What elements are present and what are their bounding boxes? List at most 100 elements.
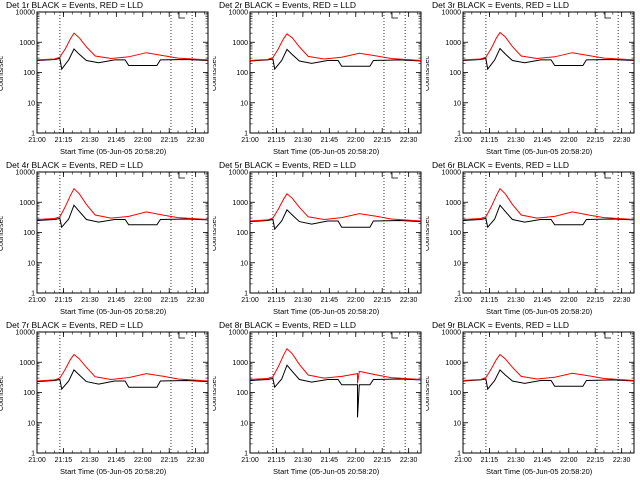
x-tick-label: 21:45 bbox=[534, 297, 552, 304]
panel-title: Det 2r BLACK = Events, RED = LLD bbox=[219, 0, 357, 10]
detector-panel: 1 10 100 1000 10000 21:00 21:15 21:30 21:45 22:00… bbox=[0, 320, 213, 480]
y-tick-label: 10000 bbox=[229, 170, 249, 177]
x-tick-label: 21:00 bbox=[454, 297, 472, 304]
x-tick-label: 21:30 bbox=[81, 137, 99, 144]
y-tick-label: 1 bbox=[31, 131, 35, 138]
events-series-line bbox=[249, 209, 422, 231]
y-tick-label: 10000 bbox=[229, 10, 249, 17]
x-tick-label: 21:30 bbox=[294, 457, 312, 464]
lld-series-line bbox=[462, 187, 635, 220]
lld-series-line bbox=[462, 353, 635, 381]
panel-title: Det 8r BLACK = Events, RED = LLD bbox=[219, 320, 357, 330]
x-tick-label: 22:00 bbox=[560, 457, 578, 464]
x-axis-label: Start Time (05-Jun-05 20:58:20) bbox=[273, 467, 380, 476]
y-tick-label: 10000 bbox=[442, 10, 462, 17]
y-tick-label: 1000 bbox=[232, 360, 248, 367]
x-tick-label: 21:15 bbox=[268, 297, 286, 304]
y-tick-label: 10 bbox=[240, 100, 248, 107]
x-tick-label: 22:15 bbox=[586, 457, 604, 464]
y-tick-label: 1000 bbox=[19, 40, 35, 47]
events-series-line bbox=[462, 369, 635, 391]
x-tick-label: 21:30 bbox=[507, 137, 525, 144]
y-tick-label: 100 bbox=[449, 230, 461, 237]
panel-title: Det 4r BLACK = Events, RED = LLD bbox=[6, 160, 144, 170]
detector-panel: 1 10 100 1000 10000 21:00 21:15 21:30 21:45 22:00… bbox=[0, 0, 213, 160]
y-axis-label: Counts/sec bbox=[213, 55, 219, 92]
y-tick-label: 1000 bbox=[232, 200, 248, 207]
y-tick-label: 1000 bbox=[445, 200, 461, 207]
x-tick-label: 22:15 bbox=[160, 297, 178, 304]
x-tick-label: 21:45 bbox=[534, 457, 552, 464]
x-tick-label: 22:30 bbox=[187, 457, 205, 464]
panel-title: Det 3r BLACK = Events, RED = LLD bbox=[432, 0, 570, 10]
panel-title: Det 9r BLACK = Events, RED = LLD bbox=[432, 320, 570, 330]
x-tick-label: 21:00 bbox=[28, 457, 46, 464]
events-series-line bbox=[36, 48, 209, 71]
x-tick-label: 21:00 bbox=[28, 297, 46, 304]
y-tick-label: 1000 bbox=[445, 360, 461, 367]
chart-svg: 1 10 100 1000 10000 21:00 21:15 21:30 21:45 22:00… bbox=[229, 330, 422, 464]
y-tick-label: 1 bbox=[244, 131, 248, 138]
x-tick-label: 21:30 bbox=[507, 457, 525, 464]
bracket-mark bbox=[178, 172, 185, 179]
plot-frame bbox=[249, 11, 422, 134]
x-tick-label: 21:15 bbox=[55, 297, 73, 304]
detector-panel: 1 10 100 1000 10000 21:00 21:15 21:30 21:45 22:00… bbox=[213, 160, 426, 320]
x-axis-label: Start Time (05-Jun-05 20:58:20) bbox=[60, 467, 167, 476]
x-tick-label: 21:45 bbox=[534, 137, 552, 144]
x-tick-label: 21:15 bbox=[481, 297, 499, 304]
y-tick-label: 10 bbox=[453, 100, 461, 107]
x-tick-label: 21:30 bbox=[81, 297, 99, 304]
y-tick-label: 100 bbox=[23, 70, 35, 77]
y-tick-label: 1000 bbox=[445, 40, 461, 47]
x-axis-label: Start Time (05-Jun-05 20:58:20) bbox=[60, 307, 167, 316]
x-tick-label: 22:30 bbox=[613, 457, 631, 464]
x-axis-label: Start Time (05-Jun-05 20:58:20) bbox=[273, 307, 380, 316]
events-series-line bbox=[462, 47, 635, 71]
y-tick-label: 1 bbox=[457, 291, 461, 298]
y-tick-label: 1000 bbox=[232, 40, 248, 47]
y-axis-label: Counts/sec bbox=[213, 375, 219, 412]
y-tick-label: 1000 bbox=[19, 200, 35, 207]
x-tick-label: 22:15 bbox=[160, 137, 178, 144]
y-tick-label: 10 bbox=[27, 100, 35, 107]
plot-frame bbox=[36, 331, 209, 454]
x-axis-label: Start Time (05-Jun-05 20:58:20) bbox=[486, 467, 593, 476]
x-tick-label: 22:00 bbox=[560, 297, 578, 304]
x-tick-label: 21:00 bbox=[454, 137, 472, 144]
lld-series-line bbox=[36, 353, 209, 382]
y-tick-label: 100 bbox=[23, 230, 35, 237]
lld-series-line bbox=[462, 31, 635, 61]
chart-svg: 1 10 100 1000 10000 21:00 21:15 21:30 21:45 22:00… bbox=[16, 170, 209, 304]
chart-svg: 1 10 100 1000 10000 21:00 21:15 21:30 21:45 22:00… bbox=[16, 10, 209, 144]
x-tick-label: 21:00 bbox=[28, 137, 46, 144]
panel-title: Det 6r BLACK = Events, RED = LLD bbox=[432, 160, 570, 170]
lld-series-line bbox=[249, 33, 422, 61]
events-series-line bbox=[249, 48, 422, 71]
events-series-line bbox=[462, 204, 635, 229]
detector-panel: 1 10 100 1000 10000 21:00 21:15 21:30 21:45 22:00… bbox=[213, 320, 426, 480]
x-tick-label: 21:30 bbox=[81, 457, 99, 464]
y-tick-label: 1 bbox=[457, 131, 461, 138]
x-tick-label: 22:30 bbox=[613, 297, 631, 304]
x-tick-label: 22:30 bbox=[400, 297, 418, 304]
y-tick-label: 100 bbox=[449, 70, 461, 77]
chart-svg: 1 10 100 1000 10000 21:00 21:15 21:30 21:45 22:00… bbox=[442, 10, 635, 144]
events-series-line bbox=[36, 369, 209, 391]
y-axis-label: Counts/sec bbox=[0, 55, 6, 92]
x-tick-label: 22:30 bbox=[400, 137, 418, 144]
bracket-mark bbox=[604, 332, 611, 339]
x-tick-label: 21:45 bbox=[321, 137, 339, 144]
x-tick-label: 22:15 bbox=[586, 137, 604, 144]
y-tick-label: 100 bbox=[23, 390, 35, 397]
x-tick-label: 22:30 bbox=[187, 297, 205, 304]
bracket-mark bbox=[604, 12, 611, 19]
y-tick-label: 1 bbox=[244, 451, 248, 458]
lld-series-line bbox=[249, 347, 422, 384]
x-tick-label: 22:00 bbox=[134, 137, 152, 144]
chart-svg: 1 10 100 1000 10000 21:00 21:15 21:30 21:45 22:00… bbox=[442, 330, 635, 464]
plot-frame bbox=[36, 171, 209, 294]
plot-frame bbox=[249, 331, 422, 454]
plot-frame bbox=[249, 171, 422, 294]
x-tick-label: 21:45 bbox=[108, 137, 126, 144]
